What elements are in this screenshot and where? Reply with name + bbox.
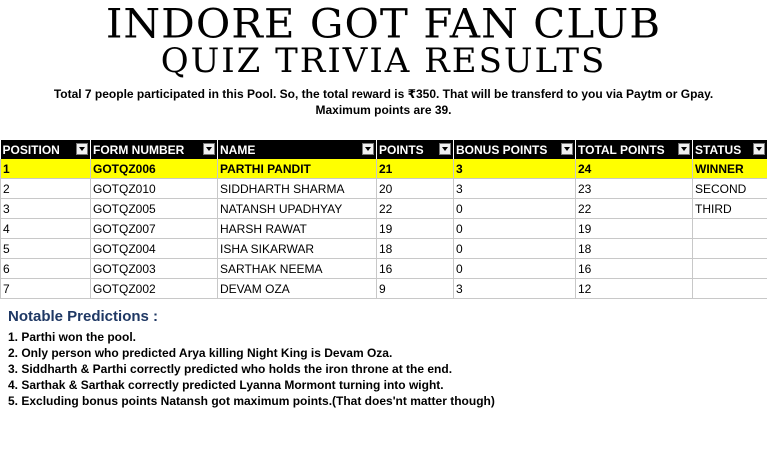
cell-total-points[interactable]: 12 [575,278,693,299]
cell-position[interactable]: 3 [0,198,91,219]
cell-form-number[interactable]: GOTQZ003 [90,258,218,279]
cell-status[interactable] [692,238,767,259]
column-header-position[interactable]: POSITION [0,140,91,159]
cell-name[interactable]: SARTHAK NEEMA [217,258,377,279]
cell-total-points[interactable]: 24 [575,159,693,179]
cell-name[interactable]: DEVAM OZA [217,278,377,299]
cell-total-points[interactable]: 23 [575,178,693,199]
cell-status[interactable] [692,218,767,239]
cell-points[interactable]: 20 [376,178,454,199]
list-item: 2. Only person who predicted Arya killin… [8,346,393,360]
column-header-name[interactable]: NAME [217,140,377,159]
notable-predictions: Notable Predictions : 1. Parthi won the … [8,308,495,409]
column-header-bonus-points[interactable]: BONUS POINTS [453,140,576,159]
intro-text: Total 7 people participated in this Pool… [0,86,767,118]
cell-form-number[interactable]: GOTQZ002 [90,278,218,299]
column-header-total-points[interactable]: TOTAL POINTS [575,140,693,159]
cell-position[interactable]: 2 [0,178,91,199]
table-row: 3 GOTQZ005 NATANSH UPADHYAY 22 0 22 THIR… [0,198,767,219]
cell-total-points[interactable]: 18 [575,238,693,259]
table-row: 1 GOTQZ006 PARTHI PANDIT 21 3 24 WINNER [0,159,767,179]
header-row: POSITION FORM NUMBER NAME POINTS BONUS P… [0,140,767,159]
cell-status[interactable] [692,258,767,279]
filter-dropdown-icon[interactable] [439,143,451,155]
cell-status[interactable]: THIRD [692,198,767,219]
table-row: 6 GOTQZ003 SARTHAK NEEMA 16 0 16 [0,258,767,279]
cell-form-number[interactable]: GOTQZ004 [90,238,218,259]
list-item: 3. Siddharth & Parthi correctly predicte… [8,362,453,376]
cell-position[interactable]: 4 [0,218,91,239]
cell-position[interactable]: 6 [0,258,91,279]
filter-dropdown-icon[interactable] [76,143,88,155]
cell-position[interactable]: 5 [0,238,91,259]
filter-dropdown-icon[interactable] [753,143,765,155]
cell-points[interactable]: 21 [376,159,454,179]
list-item: 1. Parthi won the pool. [8,330,137,344]
table-row: 5 GOTQZ004 ISHA SIKARWAR 18 0 18 [0,238,767,259]
page-title: INDORE GOT FAN CLUB [105,0,662,47]
cell-status[interactable]: WINNER [692,159,767,179]
cell-name[interactable]: NATANSH UPADHYAY [217,198,377,219]
cell-name[interactable]: ISHA SIKARWAR [217,238,377,259]
cell-bonus-points[interactable]: 0 [453,258,576,279]
list-item: 4. Sarthak & Sarthak correctly predicted… [8,378,444,392]
cell-points[interactable]: 22 [376,198,454,219]
cell-bonus-points[interactable]: 0 [453,238,576,259]
cell-bonus-points[interactable]: 0 [453,198,576,219]
cell-bonus-points[interactable]: 3 [453,178,576,199]
cell-points[interactable]: 18 [376,238,454,259]
cell-name[interactable]: SIDDHARTH SHARMA [217,178,377,199]
table-row: 2 GOTQZ010 SIDDHARTH SHARMA 20 3 23 SECO… [0,178,767,199]
cell-points[interactable]: 9 [376,278,454,299]
cell-bonus-points[interactable]: 3 [453,159,576,179]
column-header-points[interactable]: POINTS [376,140,454,159]
filter-dropdown-icon[interactable] [203,143,215,155]
notes-heading: Notable Predictions : [8,308,159,325]
filter-dropdown-icon[interactable] [561,143,573,155]
cell-points[interactable]: 16 [376,258,454,279]
column-header-form-number[interactable]: FORM NUMBER [90,140,218,159]
cell-name[interactable]: PARTHI PANDIT [217,159,377,179]
page-subtitle: QUIZ TRIVIA RESULTS [160,41,607,81]
cell-form-number[interactable]: GOTQZ005 [90,198,218,219]
table-row: 7 GOTQZ002 DEVAM OZA 9 3 12 [0,278,767,299]
column-header-status[interactable]: STATUS [692,140,767,159]
table-row: 4 GOTQZ007 HARSH RAWAT 19 0 19 [0,218,767,239]
cell-total-points[interactable]: 19 [575,218,693,239]
cell-total-points[interactable]: 16 [575,258,693,279]
cell-position[interactable]: 7 [0,278,91,299]
cell-form-number[interactable]: GOTQZ006 [90,159,218,179]
cell-bonus-points[interactable]: 0 [453,218,576,239]
cell-bonus-points[interactable]: 3 [453,278,576,299]
filter-dropdown-icon[interactable] [362,143,374,155]
intro-line-2: Maximum points are 39. [315,103,452,117]
notes-list: 1. Parthi won the pool. 2. Only person w… [8,329,495,409]
list-item: 5. Excluding bonus points Natansh got ma… [8,394,495,408]
cell-total-points[interactable]: 22 [575,198,693,219]
cell-status[interactable]: SECOND [692,178,767,199]
cell-name[interactable]: HARSH RAWAT [217,218,377,239]
cell-form-number[interactable]: GOTQZ010 [90,178,218,199]
cell-status[interactable] [692,278,767,299]
intro-line-1: Total 7 people participated in this Pool… [53,87,714,101]
cell-position[interactable]: 1 [0,159,91,179]
filter-dropdown-icon[interactable] [678,143,690,155]
results-table: POSITION FORM NUMBER NAME POINTS BONUS P… [0,140,767,299]
cell-form-number[interactable]: GOTQZ007 [90,218,218,239]
cell-points[interactable]: 19 [376,218,454,239]
